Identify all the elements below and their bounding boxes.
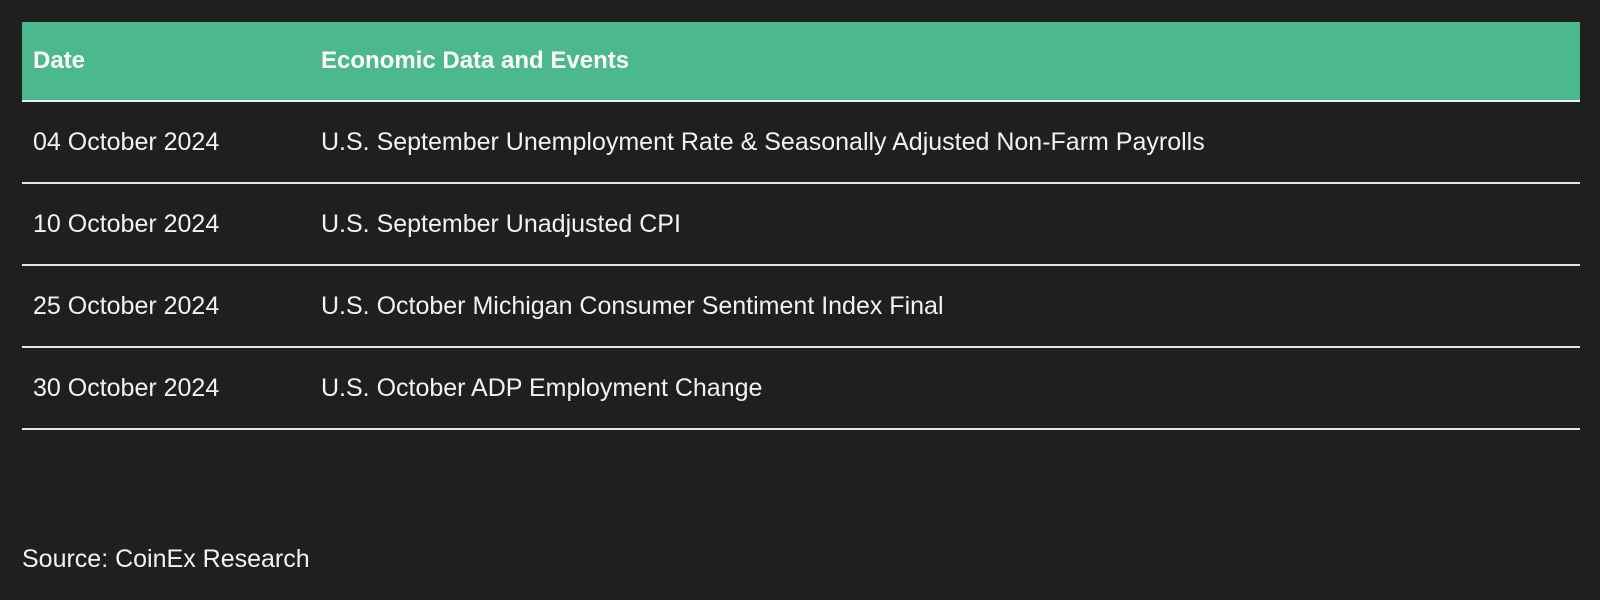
source-note: Source: CoinEx Research bbox=[22, 545, 310, 573]
table-body: 04 October 2024 U.S. September Unemploym… bbox=[22, 101, 1580, 430]
row-date: 10 October 2024 bbox=[22, 183, 310, 266]
table-row: 25 October 2024 U.S. October Michigan Co… bbox=[22, 265, 1580, 348]
header-row: Date Economic Data and Events bbox=[22, 22, 1580, 102]
table-row: 30 October 2024 U.S. October ADP Employm… bbox=[22, 347, 1580, 430]
row-date: 04 October 2024 bbox=[22, 101, 310, 184]
economic-calendar-table: Date Economic Data and Events 04 October… bbox=[22, 22, 1580, 430]
row-date: 30 October 2024 bbox=[22, 347, 310, 430]
row-event: U.S. September Unadjusted CPI bbox=[310, 183, 1580, 266]
row-event: U.S. September Unemployment Rate & Seaso… bbox=[310, 101, 1580, 184]
table-row: 04 October 2024 U.S. September Unemploym… bbox=[22, 101, 1580, 184]
table-row: 10 October 2024 U.S. September Unadjuste… bbox=[22, 183, 1580, 266]
row-event: U.S. October Michigan Consumer Sentiment… bbox=[310, 265, 1580, 348]
row-date: 25 October 2024 bbox=[22, 265, 310, 348]
header-date: Date bbox=[22, 22, 310, 102]
table-header: Date Economic Data and Events bbox=[22, 22, 1580, 102]
header-events: Economic Data and Events bbox=[310, 22, 1580, 102]
row-event: U.S. October ADP Employment Change bbox=[310, 347, 1580, 430]
economic-calendar-table-container: Date Economic Data and Events 04 October… bbox=[22, 22, 1580, 430]
